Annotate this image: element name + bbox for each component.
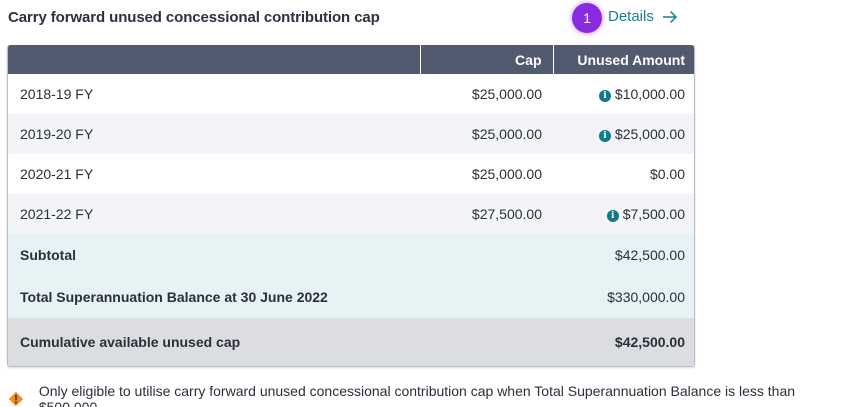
row-unused: i $7,500.00 — [553, 194, 694, 234]
row-unused: i $25,000.00 — [553, 114, 694, 154]
total-super-balance-row: Total Superannuation Balance at 30 June … — [8, 276, 694, 318]
row-unused: i $10,000.00 — [553, 74, 694, 114]
info-icon[interactable]: i — [598, 90, 611, 102]
eligibility-note-text: Only eligible to utilise carry forward u… — [38, 383, 796, 407]
row-cap: $25,000.00 — [471, 126, 542, 142]
row-year: 2018-19 FY — [20, 86, 94, 102]
row-year: 2019-20 FY — [20, 126, 94, 142]
table-row: 2019-20 FY $25,000.00 i $25,000.00 — [8, 114, 694, 154]
warning-icon — [8, 391, 24, 407]
row-year: 2020-21 FY — [20, 166, 94, 182]
step-badge: 1 — [572, 3, 602, 33]
details-link[interactable]: Details — [608, 8, 678, 25]
table-row: 2020-21 FY $25,000.00 $0.00 — [8, 154, 694, 194]
total-super-balance-label: Total Superannuation Balance at 30 June … — [20, 289, 328, 305]
info-icon[interactable]: i — [598, 130, 611, 142]
table-header-row: Cap Unused Amount — [8, 45, 694, 74]
section-title: Carry forward unused concessional contri… — [8, 9, 380, 26]
subtotal-row: Subtotal $42,500.00 — [8, 234, 694, 276]
row-unused-value: $0.00 — [649, 166, 685, 182]
row-cap: $27,500.00 — [471, 206, 542, 222]
subtotal-value: $42,500.00 — [614, 247, 685, 263]
row-unused-value: $25,000.00 — [614, 126, 685, 142]
cumulative-row: Cumulative available unused cap $42,500.… — [8, 318, 694, 366]
details-link-label: Details — [608, 8, 654, 25]
column-header-year — [8, 45, 420, 74]
row-unused: $0.00 — [553, 154, 694, 194]
total-super-balance-value: $330,000.00 — [607, 289, 685, 305]
arrow-right-icon — [662, 10, 677, 23]
row-unused-value: $10,000.00 — [614, 86, 685, 102]
column-header-unused-amount: Unused Amount — [552, 45, 694, 74]
cumulative-label: Cumulative available unused cap — [20, 334, 241, 350]
row-year: 2021-22 FY — [20, 206, 94, 222]
row-cap: $25,000.00 — [471, 86, 542, 102]
table-row: 2018-19 FY $25,000.00 i $10,000.00 — [8, 74, 694, 114]
column-header-cap: Cap — [419, 45, 553, 74]
eligibility-note: Only eligible to utilise carry forward u… — [8, 383, 849, 407]
row-cap: $25,000.00 — [471, 166, 542, 182]
cumulative-value: $42,500.00 — [614, 334, 685, 350]
subtotal-label: Subtotal — [20, 247, 76, 263]
row-unused-value: $7,500.00 — [622, 206, 685, 222]
carry-forward-table: Cap Unused Amount 2018-19 FY $25,000.00 … — [7, 45, 695, 367]
info-icon[interactable]: i — [606, 210, 619, 222]
table-row: 2021-22 FY $27,500.00 i $7,500.00 — [8, 194, 694, 234]
